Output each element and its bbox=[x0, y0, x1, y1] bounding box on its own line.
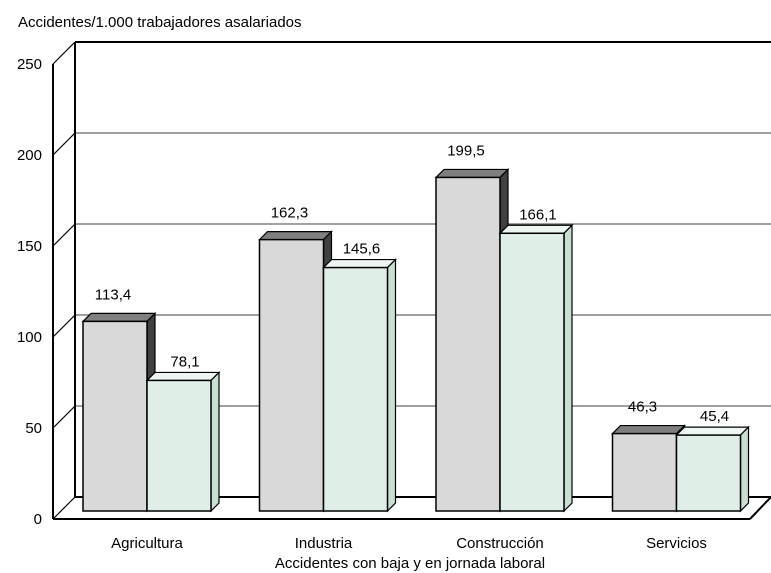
data-label: 78,1 bbox=[170, 353, 199, 370]
bar-top bbox=[258, 231, 333, 241]
data-label: 166,1 bbox=[519, 206, 557, 223]
y-tick-label: 50 bbox=[25, 420, 42, 437]
wall-diagonal bbox=[52, 41, 76, 65]
bar bbox=[258, 230, 333, 513]
bar-side bbox=[739, 425, 750, 513]
bar-front bbox=[82, 320, 148, 512]
data-label: 145,6 bbox=[343, 241, 381, 258]
wall-diagonal bbox=[52, 223, 76, 247]
y-tick-label: 200 bbox=[17, 147, 42, 164]
bar-top bbox=[145, 371, 221, 382]
bar-front bbox=[322, 266, 389, 512]
bar-top bbox=[434, 168, 510, 179]
x-category-label: Servicios bbox=[646, 535, 707, 552]
data-label: 45,4 bbox=[700, 408, 729, 425]
bar-top bbox=[498, 224, 574, 234]
data-label: 46,3 bbox=[628, 399, 657, 416]
bar-top bbox=[675, 426, 750, 436]
bar bbox=[498, 223, 574, 513]
y-axis-title: Accidentes/1.000 trabajadores asalariado… bbox=[18, 14, 302, 31]
x-category-label: Construcción bbox=[456, 535, 544, 552]
bar bbox=[611, 424, 686, 513]
x-category-label: Agricultura bbox=[111, 535, 183, 552]
data-label: 162,3 bbox=[271, 205, 309, 222]
wall-diagonal bbox=[52, 496, 76, 520]
bar-top bbox=[81, 312, 157, 322]
y-tick-label: 250 bbox=[17, 56, 42, 73]
bar-top bbox=[322, 258, 397, 269]
wall-diagonal bbox=[52, 314, 76, 338]
data-labels: 113,4 78,1 162,3 145,6 199,5 166,1 46,3 45,4 bbox=[95, 142, 729, 425]
data-label: 199,5 bbox=[447, 142, 485, 159]
bar-front bbox=[499, 232, 565, 512]
bar bbox=[434, 167, 510, 513]
y-tick-label: 0 bbox=[34, 511, 42, 528]
x-category-labels: Agricultura Industria Construcción Servicio… bbox=[111, 535, 707, 552]
bar-front bbox=[435, 176, 501, 512]
bar bbox=[322, 258, 397, 513]
data-label: 113,4 bbox=[95, 286, 131, 303]
x-category-label: Industria bbox=[295, 535, 353, 552]
bars bbox=[81, 167, 750, 513]
bar-front bbox=[258, 238, 325, 512]
bar-side bbox=[563, 223, 573, 513]
bar-top bbox=[611, 424, 686, 435]
y-tick-label: 100 bbox=[17, 329, 42, 346]
y-tick-label: 150 bbox=[17, 238, 42, 255]
bar-front bbox=[146, 379, 212, 512]
x-axis-title: Accidentes con baja y en jornada laboral bbox=[275, 555, 545, 572]
wall-diagonal bbox=[52, 132, 76, 156]
bar-front bbox=[611, 432, 678, 512]
bar bbox=[675, 425, 750, 513]
bar bbox=[81, 311, 157, 513]
bar-side bbox=[386, 258, 397, 513]
wall-diagonal bbox=[52, 405, 76, 429]
bar-front bbox=[675, 434, 742, 512]
y-tick-labels: 0 50 100 150 200 250 bbox=[17, 56, 42, 528]
bar bbox=[145, 370, 221, 513]
floor-right-edge bbox=[749, 496, 771, 520]
bar-side bbox=[210, 370, 220, 513]
